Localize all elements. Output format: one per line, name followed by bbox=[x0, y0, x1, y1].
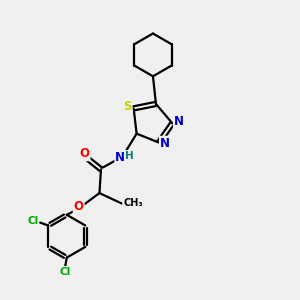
Text: N: N bbox=[115, 151, 125, 164]
Text: S: S bbox=[123, 100, 131, 113]
Text: N: N bbox=[174, 115, 184, 128]
Text: O: O bbox=[74, 200, 84, 213]
Text: N: N bbox=[160, 137, 170, 150]
Text: Cl: Cl bbox=[27, 216, 38, 226]
Text: H: H bbox=[125, 151, 134, 161]
Text: Cl: Cl bbox=[60, 267, 71, 277]
Text: CH₃: CH₃ bbox=[123, 199, 143, 208]
Text: O: O bbox=[80, 147, 90, 161]
